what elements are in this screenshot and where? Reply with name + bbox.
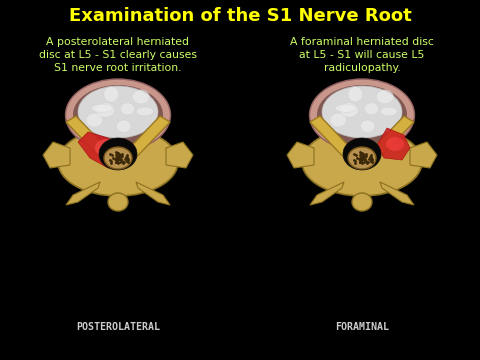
Ellipse shape	[73, 85, 163, 145]
Ellipse shape	[95, 139, 117, 157]
Ellipse shape	[104, 87, 119, 102]
Ellipse shape	[322, 86, 402, 138]
Polygon shape	[66, 182, 100, 205]
Polygon shape	[310, 182, 344, 205]
Text: Examination of the S1 Nerve Root: Examination of the S1 Nerve Root	[69, 7, 411, 25]
Ellipse shape	[132, 90, 150, 104]
Polygon shape	[66, 116, 120, 168]
Ellipse shape	[58, 128, 178, 196]
Polygon shape	[116, 116, 170, 168]
Ellipse shape	[302, 128, 422, 196]
Ellipse shape	[91, 104, 113, 112]
Text: A posterolateral herniated: A posterolateral herniated	[47, 37, 190, 47]
Polygon shape	[43, 142, 70, 168]
Polygon shape	[360, 116, 414, 168]
Text: POSTEROLATERAL: POSTEROLATERAL	[76, 322, 160, 332]
Ellipse shape	[117, 120, 131, 132]
Ellipse shape	[352, 193, 372, 211]
Polygon shape	[166, 142, 193, 168]
Ellipse shape	[336, 104, 357, 112]
Ellipse shape	[386, 137, 404, 151]
Ellipse shape	[348, 87, 363, 102]
Ellipse shape	[343, 138, 381, 170]
Ellipse shape	[99, 138, 137, 170]
Text: A foraminal herniated disc: A foraminal herniated disc	[290, 37, 434, 47]
Text: at L5 - S1 will cause L5: at L5 - S1 will cause L5	[300, 50, 425, 60]
Text: S1 nerve root irritation.: S1 nerve root irritation.	[54, 63, 182, 73]
Ellipse shape	[364, 103, 379, 115]
Polygon shape	[310, 116, 364, 168]
Ellipse shape	[104, 147, 132, 169]
Ellipse shape	[86, 113, 102, 127]
Ellipse shape	[348, 147, 376, 169]
Polygon shape	[380, 182, 414, 205]
Polygon shape	[377, 128, 410, 160]
Ellipse shape	[330, 113, 347, 127]
Ellipse shape	[120, 103, 134, 115]
Ellipse shape	[96, 103, 114, 117]
Polygon shape	[410, 142, 437, 168]
Ellipse shape	[136, 107, 153, 116]
Text: radiculopathy.: radiculopathy.	[324, 63, 400, 73]
Ellipse shape	[310, 79, 415, 151]
Ellipse shape	[380, 107, 397, 116]
Polygon shape	[78, 132, 123, 168]
Text: FORAMINAL: FORAMINAL	[335, 322, 389, 332]
Text: disc at L5 - S1 clearly causes: disc at L5 - S1 clearly causes	[39, 50, 197, 60]
Polygon shape	[287, 142, 314, 168]
Ellipse shape	[340, 103, 359, 117]
Ellipse shape	[108, 193, 128, 211]
Ellipse shape	[376, 90, 394, 104]
Ellipse shape	[317, 85, 407, 145]
Polygon shape	[136, 182, 170, 205]
Ellipse shape	[65, 79, 170, 151]
Ellipse shape	[78, 86, 158, 138]
Ellipse shape	[360, 120, 375, 132]
